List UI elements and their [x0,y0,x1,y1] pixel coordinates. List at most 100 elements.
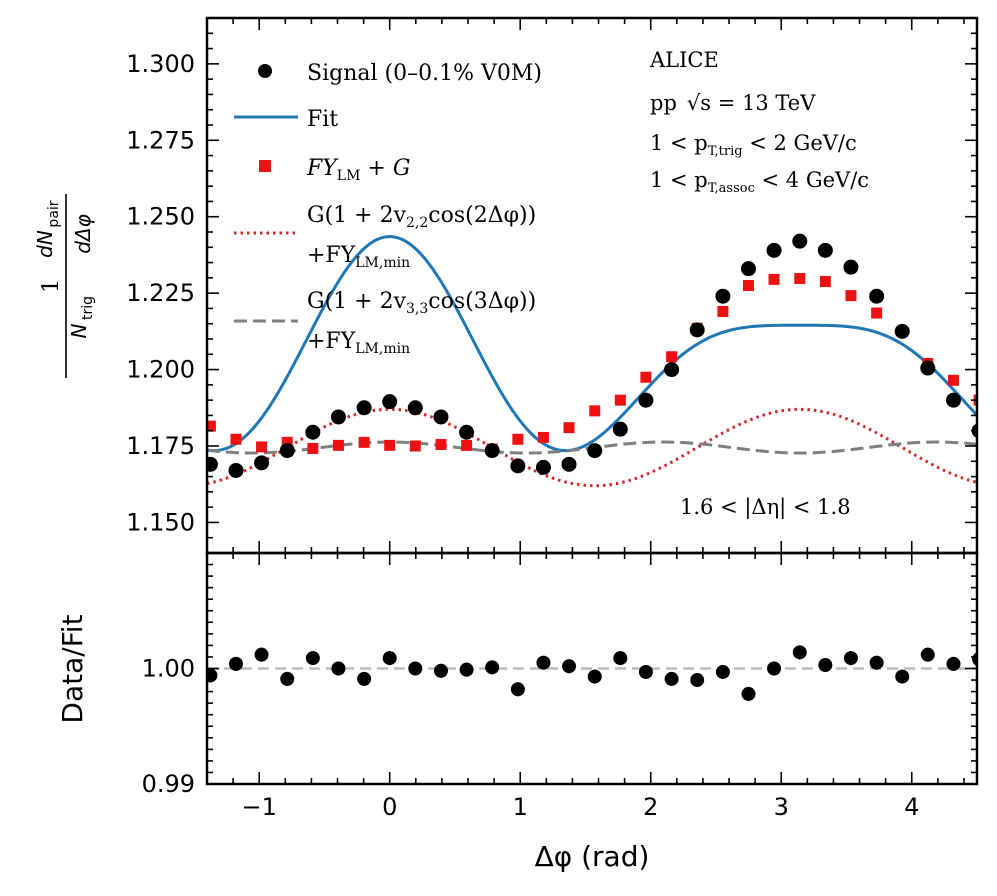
fylm-marker [666,351,678,363]
fylm-marker [512,433,524,445]
fylm-marker [871,307,883,319]
x-axis-title: Δφ (rad) [535,840,650,873]
ratio-marker [690,673,705,688]
signal-marker [330,409,346,425]
fylm-marker [307,442,319,454]
fylm-marker [435,438,447,450]
ratio-marker [536,655,551,670]
fylm-marker [589,405,601,417]
ratio-marker [895,669,910,684]
ratio-marker [920,647,935,662]
main-frame [205,16,979,555]
ratio-marker [972,652,977,666]
legend-entry-v22: G(1 + 2v2,2cos(2Δφ)) +FYLM,min [234,203,536,271]
annotation-trig-range: 1 < pT,trig < 2 GeV/c [650,131,857,159]
fylm-marker [768,273,780,285]
series-curve-3 [207,407,977,488]
annotation-energy: pp √s = 13 TeV [650,91,816,115]
fylm-marker [845,290,857,302]
ratio-y-axis-title: Data/Fit [56,614,89,723]
ylabel-num: dN [33,230,57,258]
annotation-experiment: ALICE [649,48,719,72]
ratio-ticks: −1 0 1 2 3 4 0.99 1.00 [142,552,977,821]
signal-marker [459,424,475,440]
signal-marker [869,288,885,304]
legend-entry-v33: G(1 + 2v3,3cos(3Δφ)) +FYLM,min [234,289,536,357]
fylm-marker [207,420,216,432]
fylm-marker [948,374,960,386]
legend-entry-fit: Fit [234,107,338,132]
x-tick-label: 2 [643,793,658,821]
signal-marker [817,242,833,258]
series-curve-2 [207,235,977,453]
legend-entry-signal: Signal (0–0.1% V0M) [258,61,542,86]
y-tick-label: 1.150 [126,508,195,536]
ratio-marker [715,664,730,679]
legend-label-fylm: FYLM + G [306,156,410,184]
fylm-marker [717,305,729,317]
ratio-marker [228,656,243,671]
signal-marker [254,455,270,471]
signal-marker [689,322,705,338]
x-tick-label: −1 [242,793,277,821]
y-tick-label: 1.225 [126,279,195,307]
signal-marker [433,409,449,425]
x-tick-label: 3 [774,793,789,821]
ratio-marker [254,647,269,662]
signal-marker [894,323,910,339]
ratio-markers [207,645,977,701]
signal-marker [382,394,398,410]
ratio-marker [408,661,423,676]
ratio-marker [587,669,602,684]
legend-label-v33-line1: G(1 + 2v3,3cos(3Δφ)) [307,289,536,317]
ratio-marker [613,651,628,666]
signal-marker [920,360,936,376]
ratio-marker [946,656,961,671]
ratio-marker [357,671,372,686]
fylm-marker [332,439,344,451]
fylm-marker [256,441,268,453]
fylm-marker [640,371,652,383]
fylm-marker [281,436,293,448]
signal-marker [740,261,756,277]
signal-marker [664,362,680,378]
ratio-marker [331,661,346,676]
ratio-marker [767,661,782,676]
ratio-marker [305,651,320,666]
ratio-marker [434,663,449,678]
fylm-marker [614,394,626,406]
ratio-marker [843,651,858,666]
ratio-marker [280,671,295,686]
fylm-marker [794,272,806,284]
ratio-marker [382,651,397,666]
fylm-marker [358,436,370,448]
ylabel-den-n: N [67,323,91,338]
signal-marker [484,443,500,459]
ratio-marker [459,662,474,677]
fylm-marker [537,431,549,443]
legend-label-v22-line2: +FYLM,min [307,243,410,271]
ratio-marker [485,660,500,675]
x-tick-label: 1 [513,793,528,821]
signal-marker [612,421,628,437]
signal-marker [407,400,423,416]
main-y-axis-title: 1 N trig dN pair dΔφ [33,194,96,378]
fylm-marker [819,276,831,288]
ratio-frame [205,551,979,786]
ylabel-den-d: dΔφ [71,214,95,254]
signal-marker [792,233,808,249]
ratio-marker [792,645,807,660]
signal-marker [638,392,654,408]
ratio-marker [562,659,577,674]
fylm-marker [384,439,396,451]
fylm-marker [230,433,242,445]
annotation-assoc-range: 1 < pT,assoc < 4 GeV/c [650,168,869,196]
y-tick-label: 1.275 [126,126,195,154]
fylm-marker [409,440,421,452]
ratio-marker [207,668,218,683]
ylabel-one: 1 [39,279,64,293]
ratio-marker [818,658,833,673]
legend: Signal (0–0.1% V0M) Fit FYLM + G G(1 + 2… [234,61,542,357]
ylabel-den-sub: trig [80,296,96,320]
